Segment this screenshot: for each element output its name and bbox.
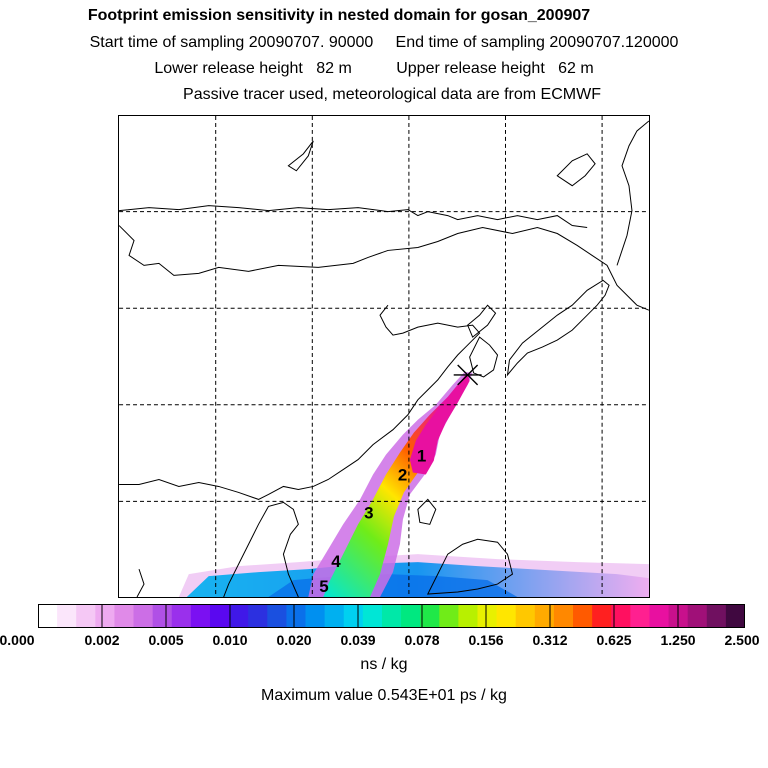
segment-label-1: 1 xyxy=(417,447,426,466)
segment-label-3: 3 xyxy=(364,503,373,522)
footprint-map: 1 2 3 4 5 xyxy=(118,115,650,598)
colorbar-tick: 0.010 xyxy=(212,632,248,648)
colorbar-swatch xyxy=(515,604,536,628)
colorbar-tick: 0.078 xyxy=(404,632,440,648)
colorbar-swatch xyxy=(286,604,307,628)
sampling-times: Start time of sampling 20090707. 90000 E… xyxy=(89,34,679,51)
coastlines xyxy=(119,120,649,597)
colorbar-swatch xyxy=(439,604,459,628)
colorbar-swatch xyxy=(534,604,555,628)
colorbar-swatch xyxy=(573,604,593,628)
colorbar-tick: 0.005 xyxy=(148,632,184,648)
colorbar-swatch xyxy=(152,604,173,628)
segment-label-5: 5 xyxy=(319,577,328,596)
colorbar-swatch xyxy=(420,604,440,628)
colorbar-tick: 1.250 xyxy=(660,632,696,648)
colorbar-swatch xyxy=(171,604,192,628)
colorbar-tick: 0.625 xyxy=(596,632,632,648)
release-heights: Lower release height 82 m Upper release … xyxy=(154,60,594,77)
colorbar-swatch xyxy=(553,604,574,628)
colorbar-swatch xyxy=(114,604,135,628)
colorbar-swatch xyxy=(725,604,745,628)
colorbar xyxy=(38,604,745,628)
colorbar-swatch xyxy=(592,604,612,628)
colorbar-swatch xyxy=(76,604,96,628)
colorbar-swatch xyxy=(248,604,268,628)
colorbar-swatch xyxy=(209,604,230,628)
colorbar-tick: 0.020 xyxy=(276,632,312,648)
colorbar-swatch xyxy=(496,604,517,628)
segment-label-4: 4 xyxy=(331,552,341,571)
colorbar-frame xyxy=(38,604,745,628)
colorbar-swatch xyxy=(133,604,154,628)
plume-core xyxy=(409,374,470,475)
colorbar-swatch xyxy=(630,604,650,628)
colorbar-swatch xyxy=(477,604,498,628)
colorbar-tick: 0.039 xyxy=(340,632,376,648)
colorbar-swatch xyxy=(57,604,77,628)
colorbar-swatch xyxy=(267,604,287,628)
colorbar-swatch xyxy=(706,604,727,628)
colorbar-swatch xyxy=(381,604,402,628)
colorbar-tick: 0.156 xyxy=(468,632,504,648)
colorbar-tick: 0.002 xyxy=(84,632,120,648)
colorbar-tick: 2.500 xyxy=(724,632,760,648)
colorbar-tick: 0.000 xyxy=(0,632,35,648)
colorbar-swatch xyxy=(401,604,421,628)
colorbar-swatch xyxy=(611,604,631,628)
colorbar-swatch xyxy=(362,604,383,628)
colorbar-swatch xyxy=(649,604,670,628)
colorbar-swatch xyxy=(95,604,115,628)
colorbar-swatch xyxy=(190,604,211,628)
colorbar-unit: ns / kg xyxy=(360,656,408,673)
colorbar-swatch xyxy=(229,604,249,628)
tracer-note: Passive tracer used, meteorological data… xyxy=(183,86,601,103)
gridlines xyxy=(119,116,649,597)
segment-label-2: 2 xyxy=(398,465,407,484)
receptor-x-marker xyxy=(453,364,482,386)
colorbar-swatch xyxy=(343,604,364,628)
plot-title: Footprint emission sensitivity in nested… xyxy=(87,7,591,24)
maximum-value: Maximum value 0.543E+01 ps / kg xyxy=(261,687,507,704)
colorbar-swatch xyxy=(305,604,326,628)
colorbar-swatch xyxy=(687,604,708,628)
colorbar-swatch xyxy=(38,604,58,628)
colorbar-swatch xyxy=(324,604,345,628)
colorbar-swatch xyxy=(458,604,478,628)
colorbar-tick: 0.312 xyxy=(532,632,568,648)
